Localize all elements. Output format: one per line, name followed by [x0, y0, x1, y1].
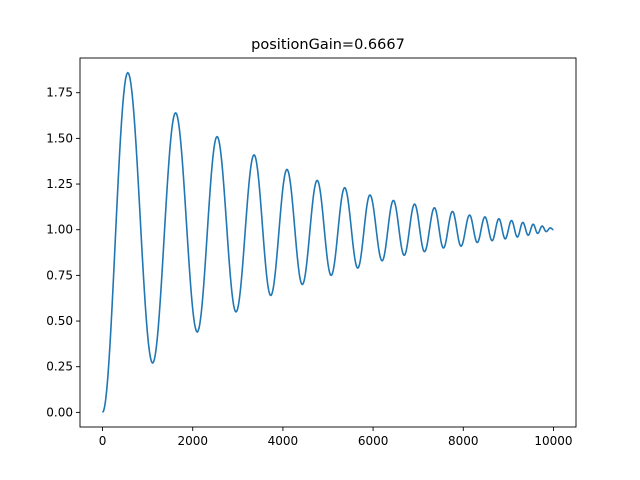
x-axis: 0 2000 4000 6000 8000 10000 [99, 427, 573, 448]
y-axis: 0.00 0.25 0.50 0.75 1.00 1.25 1.50 1.75 [46, 86, 80, 419]
y-tick-label: 0.50 [46, 314, 73, 328]
x-tick-label: 10000 [534, 434, 572, 448]
axes-frame [79, 57, 577, 428]
x-tick-label: 4000 [268, 434, 299, 448]
x-tick-label: 0 [99, 434, 107, 448]
y-tick-label: 1.50 [46, 131, 73, 145]
series-line [101, 71, 555, 413]
y-tick-label: 0.75 [46, 268, 73, 282]
chart-title: positionGain=0.6667 [251, 37, 405, 53]
plot-area [79, 57, 577, 428]
x-tick-label: 2000 [177, 434, 208, 448]
y-tick-label: 1.25 [46, 177, 73, 191]
y-tick-label: 1.00 [46, 223, 73, 237]
y-tick-label: 0.00 [46, 405, 73, 419]
y-tick-label: 0.25 [46, 360, 73, 374]
y-tick-label: 1.75 [46, 86, 73, 100]
x-tick-label: 6000 [358, 434, 389, 448]
x-tick-label: 8000 [448, 434, 479, 448]
